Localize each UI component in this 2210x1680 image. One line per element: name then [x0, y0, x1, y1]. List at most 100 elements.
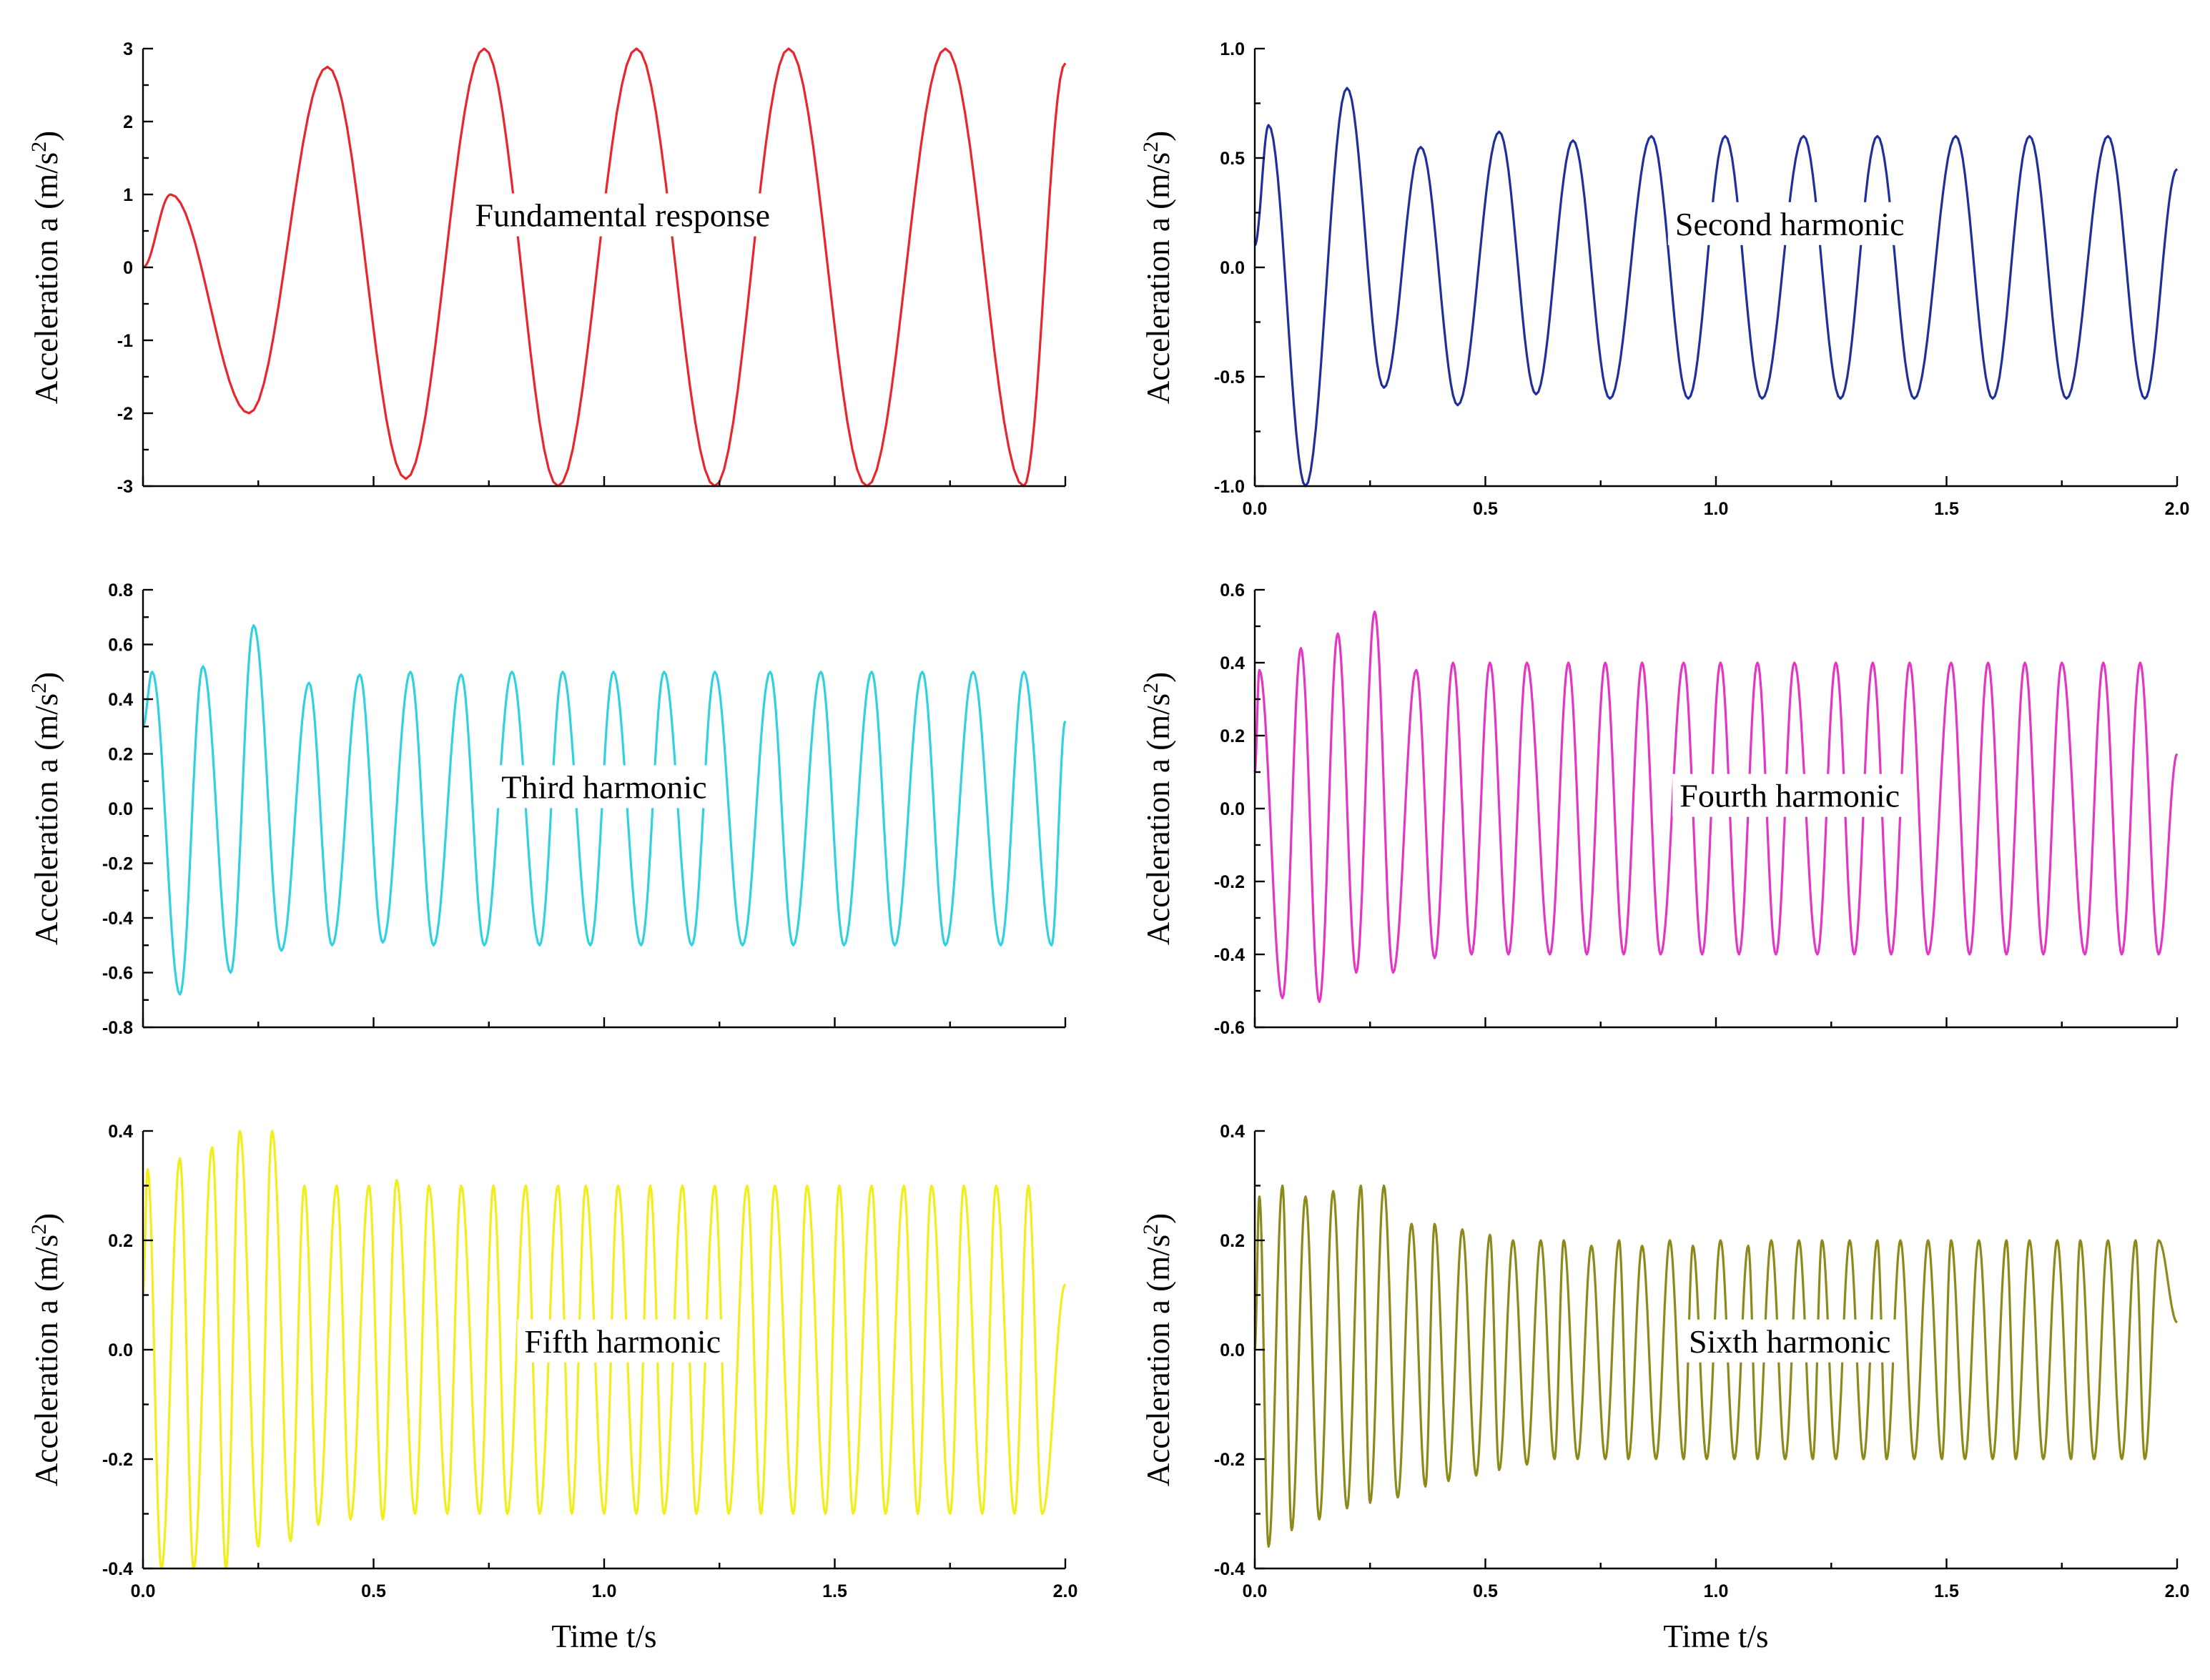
fundamental-y-tick-label: 3 [123, 39, 133, 59]
fourth-harmonic-panel: -0.6 -0.4 -0.2 0.0 0.2 0.4 0.6 Acceleration a (… [1139, 580, 2179, 1038]
sixth-x-axis-title: Time t/s [1663, 1619, 1768, 1654]
second-y-axis-title-sup: 2 [1139, 142, 1163, 152]
fourth-y-tick-label: -0.2 [1214, 872, 1245, 892]
fifth-x-tick-label: 1.5 [822, 1581, 847, 1601]
fifth-y-axis-title-main: Acceleration a (m/s [29, 1235, 64, 1486]
second-y-tick-label: -1.0 [1214, 477, 1245, 497]
fourth-y-tick-label: 0.4 [1220, 653, 1245, 673]
fifth-y-axis-title-close: ) [29, 1213, 64, 1224]
fifth-x-tick-label: 0.0 [131, 1581, 156, 1601]
second-y-tick-label: 1.0 [1220, 39, 1245, 59]
fifth-y-tick-label: 0.4 [108, 1122, 133, 1142]
sixth-y-tick-label: 0.4 [1220, 1122, 1245, 1142]
third-annotation: Third harmonic [501, 769, 706, 805]
fifth-y-tick-label: 0.2 [108, 1231, 133, 1251]
third-y-tick-label: -0.8 [102, 1018, 133, 1038]
sixth-x-tick-label: 1.5 [1934, 1581, 1959, 1601]
third-y-axis-title-main: Acceleration a (m/s [29, 693, 64, 945]
sixth-x-tick-label: 0.5 [1473, 1581, 1498, 1601]
second-x-tick-label: 0.5 [1473, 499, 1498, 519]
fourth-y-tick-label: 0.0 [1220, 799, 1245, 819]
fifth-annotation: Fifth harmonic [524, 1323, 721, 1360]
fourth-y-axis-title-main: Acceleration a (m/s [1140, 693, 1176, 945]
third-y-axis-title-sup: 2 [27, 683, 51, 693]
fifth-y-tick-label: -0.4 [102, 1559, 133, 1579]
third-y-tick-label: 0.4 [108, 690, 133, 710]
fundamental-annotation-box [468, 193, 778, 237]
sixth-annotation-box [1682, 1319, 1898, 1363]
fundamental-y-tick-label: -2 [117, 404, 133, 424]
fifth-annotation-box [517, 1319, 729, 1363]
fourth-y-tick-label: 0.2 [1220, 726, 1245, 746]
second-harmonic-panel: -1.0 -0.5 0.0 0.5 1.0 0.0 0.5 1.0 1.5 2.0 Accelera… [1139, 39, 2189, 519]
fundamental-y-tick-label: 1 [123, 185, 133, 205]
second-y-tick-label: 0.0 [1220, 258, 1245, 278]
third-y-axis-title-close: ) [29, 672, 64, 683]
sixth-y-axis-title-main: Acceleration a (m/s [1140, 1235, 1176, 1486]
sixth-x-tick-label: 0.0 [1243, 1581, 1268, 1601]
sixth-y-tick-label: -0.2 [1214, 1450, 1245, 1470]
fifth-y-tick-label: 0.0 [108, 1340, 133, 1360]
sixth-x-tick-label: 1.0 [1704, 1581, 1729, 1601]
second-x-tick-label: 1.0 [1704, 499, 1729, 519]
second-x-tick-label: 2.0 [2165, 499, 2190, 519]
fifth-y-axis-title-sup: 2 [27, 1224, 51, 1235]
fourth-y-axis-title-close: ) [1140, 672, 1176, 683]
fourth-y-tick-label: 0.6 [1220, 580, 1245, 601]
fifth-x-axis-title: Time t/s [551, 1619, 656, 1654]
third-waveform-line [142, 624, 1067, 996]
fundamental-y-axis-title-close: ) [29, 131, 64, 142]
sixth-x-tick-label: 2.0 [2165, 1581, 2190, 1601]
sixth-y-axis-title-sup: 2 [1139, 1224, 1163, 1235]
fifth-y-axis-title: Acceleration a (m/s2) [27, 1213, 64, 1486]
second-waveform-line [1253, 87, 2179, 488]
third-annotation-box [494, 765, 714, 809]
fifth-y-tick-label: -0.2 [102, 1450, 133, 1470]
second-y-tick-label: -0.5 [1214, 367, 1245, 387]
third-y-tick-label: 0.8 [108, 580, 133, 601]
fourth-annotation-box [1672, 774, 1908, 817]
sixth-harmonic-panel: -0.4 -0.2 0.0 0.2 0.4 0.0 0.5 1.0 1.5 2.0 Accelera… [1139, 1122, 2189, 1654]
fourth-y-tick-label: -0.6 [1214, 1018, 1245, 1038]
fifth-harmonic-panel: -0.4 -0.2 0.0 0.2 0.4 0.0 0.5 1.0 1.5 2.0 Accelera… [27, 1122, 1077, 1654]
sixth-y-tick-label: 0.2 [1220, 1231, 1245, 1251]
fifth-x-tick-label: 0.5 [361, 1581, 386, 1601]
sixth-y-axis-title: Acceleration a (m/s2) [1139, 1213, 1176, 1486]
second-annotation-box [1667, 202, 1912, 245]
third-y-axis-title: Acceleration a (m/s2) [27, 672, 64, 945]
third-y-tick-label: 0.2 [108, 745, 133, 765]
third-y-tick-label: -0.2 [102, 854, 133, 874]
fundamental-waveform-line [142, 47, 1067, 488]
second-y-tick-label: 0.5 [1220, 149, 1245, 169]
fundamental-y-tick-label: 2 [123, 112, 133, 132]
sixth-y-tick-label: 0.0 [1220, 1340, 1245, 1360]
fundamental-annotation: Fundamental response [475, 197, 770, 234]
fundamental-y-tick-label: -1 [117, 331, 133, 351]
third-y-tick-label: 0.0 [108, 799, 133, 819]
third-harmonic-panel: -0.8 -0.6 -0.4 -0.2 0.0 0.2 0.4 0.6 0.8 Accelerat… [27, 580, 1067, 1038]
fundamental-y-tick-label: -3 [117, 477, 133, 497]
fifth-x-tick-label: 1.0 [592, 1581, 617, 1601]
second-y-axis-title-close: ) [1140, 131, 1176, 142]
fundamental-y-axis-title-sup: 2 [27, 142, 51, 152]
fourth-y-axis-title: Acceleration a (m/s2) [1139, 672, 1176, 945]
second-y-axis-title-main: Acceleration a (m/s [1140, 152, 1176, 404]
fundamental-y-tick-label: 0 [123, 258, 133, 278]
fourth-annotation: Fourth harmonic [1679, 778, 1900, 814]
sixth-y-axis-title-close: ) [1140, 1213, 1176, 1224]
second-x-tick-label: 1.5 [1934, 499, 1959, 519]
fourth-y-tick-label: -0.4 [1214, 945, 1245, 965]
fundamental-y-axis-title-main: Acceleration a (m/s [29, 152, 64, 404]
fourth-y-axis-title-sup: 2 [1139, 683, 1163, 693]
third-y-tick-label: -0.4 [102, 909, 133, 929]
second-y-axis-title: Acceleration a (m/s2) [1139, 131, 1176, 404]
fifth-x-tick-label: 2.0 [1053, 1581, 1078, 1601]
third-y-tick-label: 0.6 [108, 636, 133, 656]
second-annotation: Second harmonic [1675, 206, 1905, 242]
sixth-waveform-line [1253, 1184, 2178, 1548]
second-x-tick-label: 0.0 [1243, 499, 1268, 519]
fundamental-y-axis-title: Acceleration a (m/s2) [27, 131, 64, 404]
third-y-tick-label: -0.6 [102, 964, 133, 984]
sixth-y-tick-label: -0.4 [1214, 1559, 1245, 1579]
